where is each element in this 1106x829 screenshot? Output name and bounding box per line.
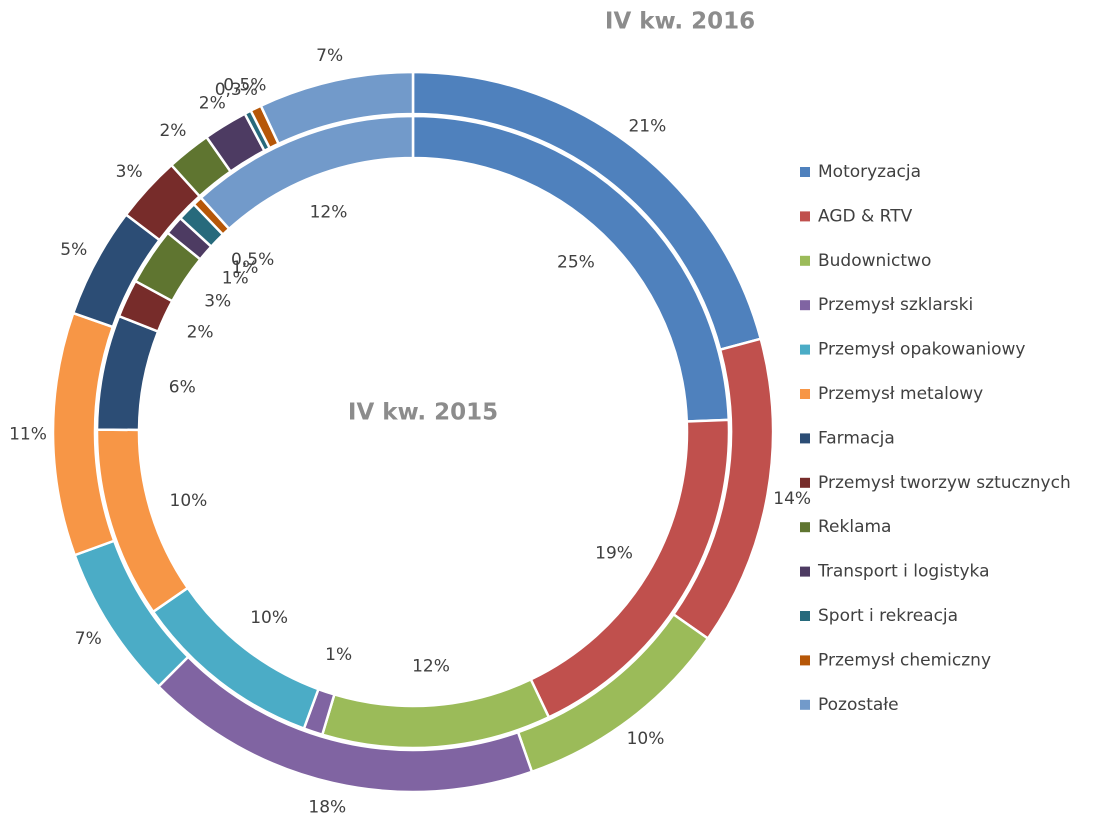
- legend-label: Pozostałe: [818, 695, 899, 715]
- data-label: 3%: [116, 162, 143, 182]
- legend-label: Przemysł szklarski: [818, 295, 973, 315]
- legend-label: Sport i rekreacja: [818, 606, 958, 626]
- data-label: 0,5%: [231, 250, 274, 270]
- legend-swatch: [800, 477, 810, 488]
- legend-label: Farmacja: [818, 428, 895, 448]
- legend-swatch: [800, 300, 810, 311]
- donut-segment: [259, 70, 415, 146]
- data-label: 2%: [199, 93, 226, 113]
- legend-swatch: [800, 566, 810, 577]
- legend-swatch: [800, 433, 810, 444]
- legend-swatch: [800, 211, 810, 222]
- legend-swatch: [800, 167, 810, 177]
- data-label: 6%: [169, 377, 196, 397]
- legend-swatch: [800, 699, 810, 710]
- legend-swatch: [800, 255, 810, 266]
- data-label: 10%: [250, 608, 288, 628]
- data-label: 12%: [412, 656, 450, 676]
- legend-swatch: [800, 611, 810, 621]
- legend-label: Reklama: [818, 517, 891, 537]
- legend-label: Przemysł tworzyw sztucznych: [818, 473, 1071, 493]
- data-label: 5%: [60, 240, 87, 260]
- data-label: 7%: [75, 629, 102, 649]
- legend-swatch: [800, 522, 810, 533]
- data-label: 0,5%: [223, 76, 266, 96]
- legend-label: Motoryzacja: [818, 162, 921, 182]
- legend-swatch: [800, 344, 810, 355]
- data-label: 2%: [187, 323, 214, 343]
- inner-ring-title: IV kw. 2015: [348, 400, 498, 426]
- data-label: 12%: [310, 203, 348, 223]
- legend-label: Przemysł opakowaniowy: [818, 340, 1025, 360]
- outer-ring-title: IV kw. 2016: [605, 9, 755, 35]
- data-label: 1%: [325, 645, 352, 665]
- legend-label: Budownictwo: [818, 251, 931, 271]
- data-label: 19%: [595, 544, 633, 564]
- legend-swatch: [800, 389, 810, 399]
- data-label: 1%: [231, 258, 258, 278]
- data-label: 2%: [159, 121, 186, 141]
- data-label: 11%: [9, 424, 47, 444]
- data-label: 21%: [628, 117, 666, 137]
- data-label: 10%: [627, 729, 665, 749]
- data-label: 7%: [316, 46, 343, 66]
- data-label: 0,3%: [215, 80, 258, 100]
- legend-label: Przemysł chemiczny: [818, 650, 991, 670]
- data-label: 25%: [557, 253, 595, 273]
- legend-label: Transport i logistyka: [817, 562, 990, 582]
- legend-label: Przemysł metalowy: [818, 384, 983, 404]
- data-label: 3%: [204, 291, 231, 311]
- legend-swatch: [800, 655, 810, 666]
- data-label: 1%: [222, 268, 249, 288]
- data-label: 14%: [773, 489, 811, 509]
- data-label: 10%: [170, 491, 208, 511]
- legend-label: AGD & RTV: [818, 206, 913, 226]
- data-label: 18%: [308, 797, 346, 817]
- donut-segment: [199, 114, 415, 231]
